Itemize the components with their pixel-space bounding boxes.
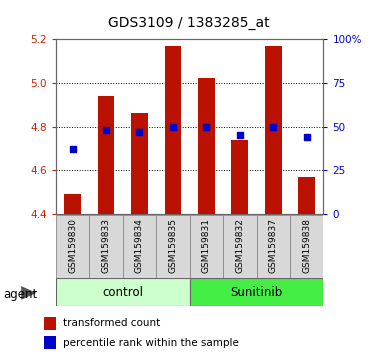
Bar [290, 215, 323, 278]
Point [270, 124, 276, 129]
Text: transformed count: transformed count [63, 318, 160, 329]
Text: GSM159830: GSM159830 [68, 218, 77, 273]
Bar [223, 215, 256, 278]
Polygon shape [21, 286, 37, 300]
Bar [189, 278, 323, 306]
Text: percentile rank within the sample: percentile rank within the sample [63, 338, 239, 348]
Text: Sunitinib: Sunitinib [230, 286, 283, 298]
Text: control: control [102, 286, 143, 298]
Bar [131, 113, 148, 214]
Bar [198, 78, 215, 214]
Point [237, 132, 243, 138]
Bar [64, 194, 81, 214]
Bar [98, 96, 114, 214]
Text: GSM159832: GSM159832 [235, 218, 244, 273]
Text: GDS3109 / 1383285_at: GDS3109 / 1383285_at [108, 16, 270, 30]
Text: GSM159835: GSM159835 [168, 218, 177, 273]
Text: GSM159838: GSM159838 [302, 218, 311, 273]
Bar [44, 336, 57, 349]
Bar [56, 278, 189, 306]
Bar [189, 215, 223, 278]
Bar [298, 177, 315, 214]
Bar [265, 46, 281, 214]
Point [103, 127, 109, 133]
Point [69, 147, 75, 152]
Point [304, 134, 310, 140]
Bar [123, 215, 156, 278]
Bar [56, 215, 89, 278]
Bar [164, 46, 181, 214]
Point [170, 124, 176, 129]
Text: GSM159831: GSM159831 [202, 218, 211, 273]
Text: GSM159833: GSM159833 [102, 218, 110, 273]
Text: GSM159837: GSM159837 [269, 218, 278, 273]
Point [136, 129, 142, 135]
Bar [231, 140, 248, 214]
Bar [44, 317, 57, 330]
Point [203, 124, 209, 129]
Text: GSM159834: GSM159834 [135, 218, 144, 273]
Bar [156, 215, 189, 278]
Bar [256, 215, 290, 278]
Text: agent: agent [3, 288, 37, 301]
Bar [89, 215, 123, 278]
